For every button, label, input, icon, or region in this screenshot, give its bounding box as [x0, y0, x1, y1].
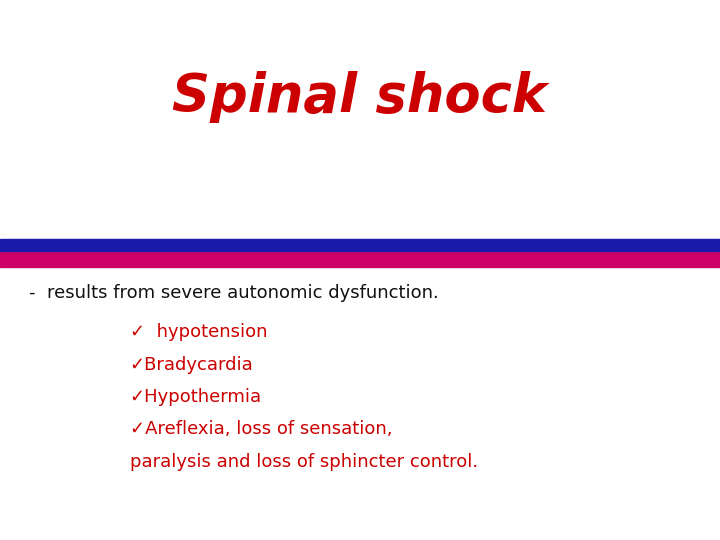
Bar [0, 239, 720, 251]
Text: -  results from severe autonomic dysfunction.: - results from severe autonomic dysfunct… [29, 284, 438, 302]
Text: ✓Hypothermia: ✓Hypothermia [130, 388, 262, 406]
Text: ✓Bradycardia: ✓Bradycardia [130, 355, 253, 374]
Text: ✓  hypotension: ✓ hypotension [130, 323, 267, 341]
Text: paralysis and loss of sphincter control.: paralysis and loss of sphincter control. [130, 453, 478, 471]
Text: ✓Areflexia, loss of sensation,: ✓Areflexia, loss of sensation, [130, 420, 392, 438]
Text: Spinal shock: Spinal shock [173, 71, 547, 123]
Bar [0, 251, 720, 267]
